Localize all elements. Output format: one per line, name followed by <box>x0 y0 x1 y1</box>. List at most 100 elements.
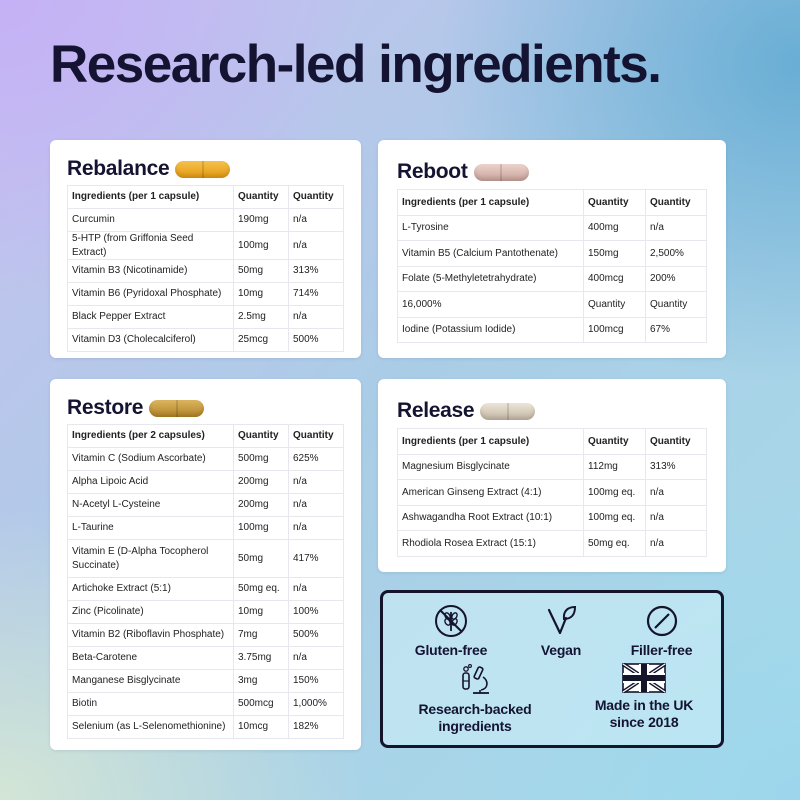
table-header-row: Ingredients (per 2 capsules) Quantity Qu… <box>67 424 344 448</box>
ingredient-cell: Vitamin D3 (Cholecalciferol) <box>67 328 234 352</box>
table-row: Curcumin 190mg n/a <box>67 208 344 232</box>
table-header-row: Ingredients (per 1 capsule) Quantity Qua… <box>397 189 707 216</box>
ingredient-cell: Ashwagandha Root Extract (10:1) <box>397 504 584 531</box>
made-in-uk-label-line1: Made in the UK <box>594 697 694 713</box>
table-row: Zinc (Picolinate) 10mg 100% <box>67 600 344 624</box>
quantity-cell: 10mg <box>233 600 289 624</box>
ingredient-cell: Rhodiola Rosea Extract (15:1) <box>397 530 584 557</box>
quantity-cell: 2.5mg <box>233 305 289 329</box>
percent-cell: Quantity <box>645 291 707 318</box>
percent-cell: 313% <box>288 259 344 283</box>
filler-free-label: Filler-free <box>630 642 693 658</box>
ingredient-cell: Manganese Bisglycinate <box>67 669 234 693</box>
table-row: Vitamin C (Sodium Ascorbate) 500mg 625% <box>67 447 344 471</box>
table-row: Beta-Carotene 3.75mg n/a <box>67 646 344 670</box>
percent-cell: n/a <box>645 504 707 531</box>
table-row: Artichoke Extract (5:1) 50mg eq. n/a <box>67 577 344 601</box>
quantity-cell: 100mcg <box>583 316 646 343</box>
percent-cell: 67% <box>645 316 707 343</box>
column-header: Quantity <box>583 428 646 455</box>
column-header: Quantity <box>288 424 344 448</box>
percent-cell: 2,500% <box>645 240 707 267</box>
ingredient-cell: Curcumin <box>67 208 234 232</box>
percent-cell: 1,000% <box>288 692 344 716</box>
table-header-row: Ingredients (per 1 capsule) Quantity Qua… <box>67 185 344 209</box>
ingredient-cell: Vitamin B2 (Riboflavin Phosphate) <box>67 623 234 647</box>
percent-cell: n/a <box>288 516 344 540</box>
percent-cell: n/a <box>288 577 344 601</box>
table-row: Folate (5-Methyletetrahydrate) 400mcg 200% <box>397 265 707 292</box>
vegan-badge: Vegan <box>511 604 611 659</box>
quantity-cell: Quantity <box>583 291 646 318</box>
reboot-capsule-icon <box>473 163 529 181</box>
percent-cell: n/a <box>288 493 344 517</box>
table-row: Vitamin D3 (Cholecalciferol) 25mcg 500% <box>67 328 344 352</box>
made-in-uk-label-line2: since 2018 <box>609 713 679 730</box>
table-row: Iodine (Potassium Iodide) 100mcg 67% <box>397 316 707 343</box>
table-header-row: Ingredients (per 1 capsule) Quantity Qua… <box>397 428 707 455</box>
column-header: Ingredients (per 1 capsule) <box>397 189 584 216</box>
rebalance-capsule-icon <box>175 160 231 178</box>
microscope-icon <box>462 664 489 694</box>
filler-free-badge: Filler-free <box>609 604 714 659</box>
vegan-label: Vegan <box>540 642 582 658</box>
percent-cell: n/a <box>645 214 707 241</box>
percent-cell: 714% <box>288 282 344 306</box>
percent-cell: 200% <box>645 265 707 292</box>
quantity-cell: 50mg eq. <box>233 577 289 601</box>
restore-card: Restore Ingredients (per 2 capsules) Qua… <box>50 379 361 750</box>
table-row: Vitamin E (D-Alpha Tocopherol Succinate)… <box>67 539 344 578</box>
quantity-cell: 10mg <box>233 282 289 306</box>
table-row: Biotin 500mcg 1,000% <box>67 692 344 716</box>
reboot-table: Ingredients (per 1 capsule) Quantity Qua… <box>397 189 707 343</box>
column-header: Ingredients (per 2 capsules) <box>67 424 234 448</box>
ingredient-cell: Biotin <box>67 692 234 716</box>
percent-cell: 182% <box>288 715 344 739</box>
ingredient-cell: Vitamin C (Sodium Ascorbate) <box>67 447 234 471</box>
table-row: N-Acetyl L-Cysteine 200mg n/a <box>67 493 344 517</box>
ingredient-cell: N-Acetyl L-Cysteine <box>67 493 234 517</box>
release-title: Release <box>397 399 475 422</box>
quantity-cell: 400mcg <box>583 265 646 292</box>
quantity-cell: 50mg <box>233 259 289 283</box>
ingredient-cell: Alpha Lipoic Acid <box>67 470 234 494</box>
release-table: Ingredients (per 1 capsule) Quantity Qua… <box>397 428 707 557</box>
release-capsule-icon <box>480 402 536 420</box>
research-backed-label-line1: Research-backed <box>418 701 532 717</box>
ingredient-cell: L-Tyrosine <box>397 214 584 241</box>
ingredient-cell: Magnesium Bisglycinate <box>397 453 584 480</box>
quantity-cell: 200mg <box>233 493 289 517</box>
v-leaf-icon <box>547 605 577 635</box>
union-jack-flag-icon <box>622 663 666 693</box>
table-row: 16,000% Quantity Quantity <box>397 291 707 318</box>
made-in-uk-badge: Made in the UK since 2018 <box>569 663 719 731</box>
percent-cell: 500% <box>288 328 344 352</box>
restore-table: Ingredients (per 2 capsules) Quantity Qu… <box>67 424 344 739</box>
table-row: Ashwagandha Root Extract (10:1) 100mg eq.… <box>397 504 707 531</box>
reboot-title: Reboot <box>397 160 468 183</box>
page-headline: Research-led ingredients. <box>50 35 662 94</box>
quantity-cell: 3.75mg <box>233 646 289 670</box>
features-panel: Gluten-free Vegan Filler-free Research-b… <box>380 590 724 748</box>
quantity-cell: 10mcg <box>233 715 289 739</box>
ingredient-cell: Beta-Carotene <box>67 646 234 670</box>
quantity-cell: 25mcg <box>233 328 289 352</box>
table-row: Black Pepper Extract 2.5mg n/a <box>67 305 344 329</box>
restore-title: Restore <box>67 396 144 419</box>
ingredient-cell: Artichoke Extract (5:1) <box>67 577 234 601</box>
wheat-slash-icon <box>435 605 467 637</box>
quantity-cell: 50mg eq. <box>583 530 646 557</box>
gluten-free-label: Gluten-free <box>414 642 488 658</box>
column-header: Quantity <box>645 189 707 216</box>
ingredient-cell: L-Taurine <box>67 516 234 540</box>
percent-cell: n/a <box>288 208 344 232</box>
table-row: L-Tyrosine 400mg n/a <box>397 214 707 241</box>
slashed-circle-icon <box>646 605 677 637</box>
column-header: Quantity <box>288 185 344 209</box>
percent-cell: n/a <box>645 530 707 557</box>
release-card: Release Ingredients (per 1 capsule) Quan… <box>378 379 726 572</box>
quantity-cell: 3mg <box>233 669 289 693</box>
ingredient-cell: Vitamin E (D-Alpha Tocopherol Succinate) <box>67 539 234 578</box>
ingredient-cell: Iodine (Potassium Iodide) <box>397 316 584 343</box>
ingredient-cell: American Ginseng Extract (4:1) <box>397 479 584 506</box>
